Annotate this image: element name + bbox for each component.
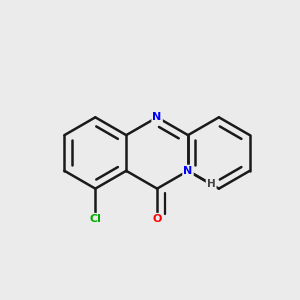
Text: Cl: Cl xyxy=(89,214,101,224)
Text: N: N xyxy=(152,112,162,122)
Text: N: N xyxy=(183,166,193,176)
Text: O: O xyxy=(152,214,162,224)
Text: H: H xyxy=(207,179,215,189)
